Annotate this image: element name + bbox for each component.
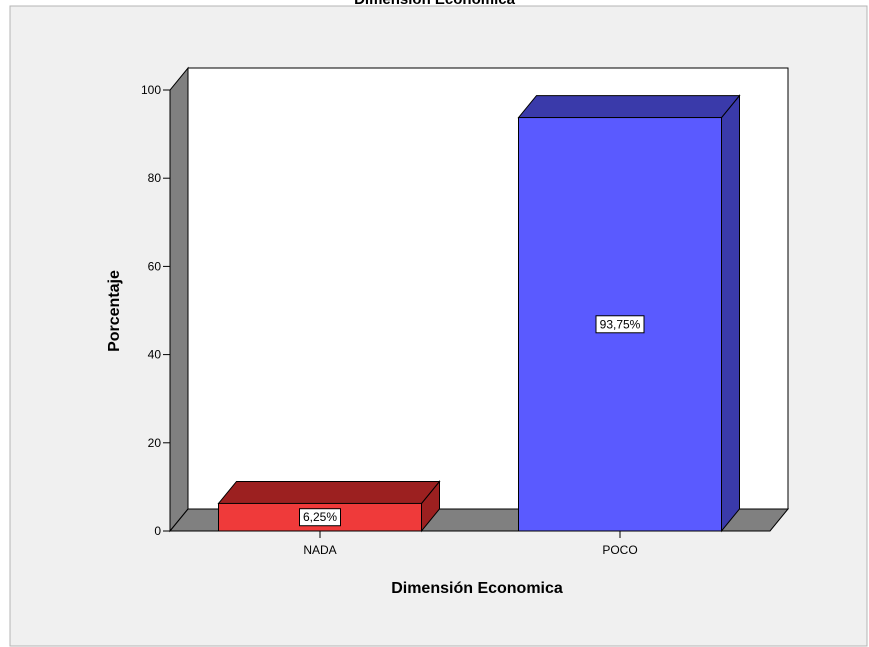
plot-side-wall (169, 66, 189, 533)
data-label: 93,75% (595, 315, 645, 334)
y-tick-label: 0 (154, 524, 161, 538)
data-label: 6,25% (299, 508, 341, 527)
data-label-box (299, 508, 341, 527)
y-tick-label: 20 (148, 436, 162, 450)
y-axis-title: Porcentaje (106, 270, 123, 352)
y-tick-label: 100 (141, 83, 161, 97)
y-tick-label: 40 (148, 348, 162, 362)
plot-region: 0 20 40 60 80 100 6,25% NADA 93,75% POCO (141, 66, 790, 557)
data-label-text: 93,75% (600, 317, 641, 331)
data-label-box (595, 315, 645, 334)
chart-title: Dimensión Economica (0, 0, 869, 8)
bar-side (721, 94, 740, 533)
x-tick-label: NADA (303, 543, 336, 557)
data-label-text: 6,25% (303, 510, 337, 524)
x-tick-label: POCO (602, 543, 637, 557)
y-tick-label: 80 (148, 171, 162, 185)
bar-top (517, 95, 741, 119)
bar-top (217, 480, 441, 504)
x-axis-title: Dimensión Economica (391, 580, 563, 597)
y-tick-label: 60 (148, 259, 162, 273)
